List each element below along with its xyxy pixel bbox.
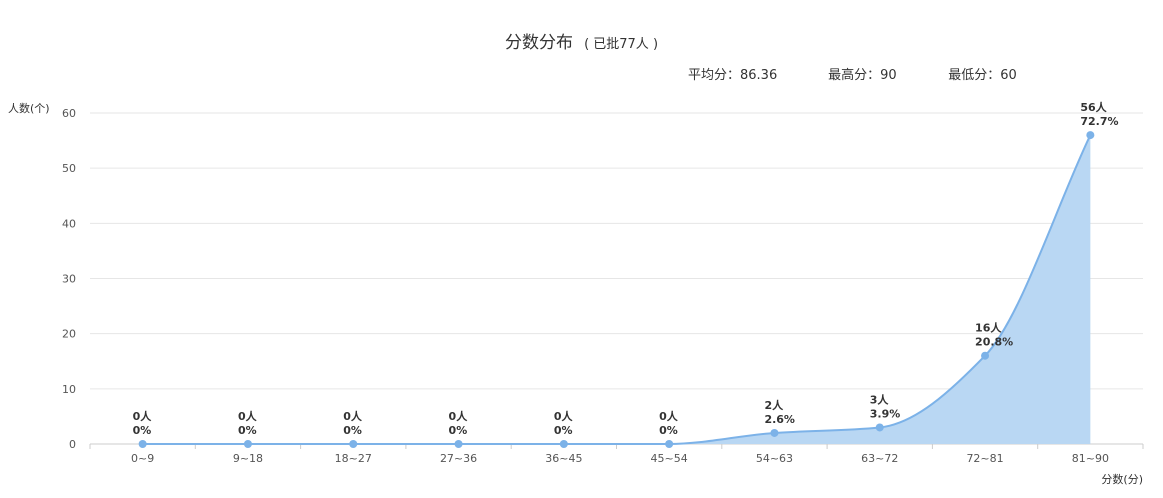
x-tick-label: 0~9 [131, 452, 154, 465]
x-tick-label: 45~54 [651, 452, 688, 465]
count-label: 0人 [659, 409, 679, 423]
data-point [559, 440, 568, 448]
count-label: 0人 [449, 409, 469, 423]
count-label: 0人 [554, 409, 574, 423]
chart-subtitle: ( 已批77人 ) [584, 37, 659, 52]
percent-label: 0% [133, 424, 152, 437]
data-point [875, 423, 884, 432]
data-point [981, 351, 990, 360]
y-tick-label: 30 [62, 273, 76, 286]
percent-label: 20.8% [975, 336, 1013, 349]
x-tick-label: 72~81 [966, 452, 1003, 465]
x-tick-label: 63~72 [861, 452, 898, 465]
x-tick-label: 54~63 [756, 452, 793, 465]
data-point [454, 440, 463, 448]
x-tick-label: 81~90 [1072, 452, 1109, 465]
percent-label: 0% [449, 424, 468, 437]
x-tick-label: 36~45 [545, 452, 582, 465]
percent-label: 3.9% [870, 407, 901, 420]
data-point [770, 428, 779, 437]
chart-title-area: 分数分布 ( 已批77人 ) [0, 28, 1163, 53]
min-score: 最低分：60 [948, 68, 1017, 83]
x-axis-label: 分数(分) [1101, 473, 1143, 486]
x-tick-label: 18~27 [335, 452, 372, 465]
y-tick-label: 20 [62, 328, 76, 341]
count-label: 0人 [133, 409, 153, 423]
average-score: 平均分：86.36 [688, 68, 778, 83]
data-point [243, 440, 252, 448]
percent-label: 0% [659, 424, 678, 437]
y-tick-label: 0 [69, 438, 76, 451]
y-tick-label: 40 [62, 217, 76, 230]
data-point [138, 440, 147, 448]
y-tick-label: 10 [62, 383, 76, 396]
y-tick-label: 50 [62, 162, 76, 175]
count-label: 3人 [870, 392, 890, 406]
chart-title: 分数分布 [504, 33, 573, 53]
score-stats: 平均分：86.36 最高分：90 最低分：60 [688, 64, 1017, 83]
percent-label: 72.7% [1080, 115, 1118, 128]
data-point [665, 440, 674, 448]
data-point [349, 440, 358, 448]
percent-label: 0% [343, 424, 362, 437]
percent-label: 0% [238, 424, 257, 437]
count-label: 16人 [975, 321, 1002, 335]
y-tick-label: 60 [62, 107, 76, 120]
count-label: 0人 [343, 409, 363, 423]
count-label: 56人 [1080, 100, 1107, 114]
y-axis-label: 人数(个) [8, 102, 50, 115]
count-label: 2人 [764, 398, 784, 412]
area-fill [142, 135, 1091, 445]
count-label: 0人 [238, 409, 258, 423]
data-point [1086, 131, 1095, 140]
max-score: 最高分：90 [828, 68, 897, 83]
x-tick-label: 27~36 [440, 452, 477, 465]
percent-label: 0% [554, 424, 573, 437]
x-tick-label: 9~18 [233, 452, 263, 465]
percent-label: 2.6% [764, 413, 795, 426]
series-line [142, 134, 1092, 446]
